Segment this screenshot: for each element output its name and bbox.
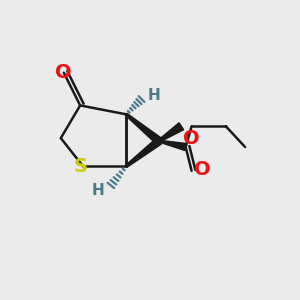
Text: O: O	[56, 63, 72, 82]
Polygon shape	[159, 140, 186, 151]
Text: H: H	[92, 183, 104, 198]
Text: O: O	[194, 160, 210, 179]
Polygon shape	[125, 138, 161, 167]
Polygon shape	[158, 123, 184, 142]
Text: H: H	[148, 88, 161, 103]
Text: O: O	[183, 129, 200, 148]
Polygon shape	[125, 113, 161, 144]
Text: S: S	[73, 157, 87, 176]
